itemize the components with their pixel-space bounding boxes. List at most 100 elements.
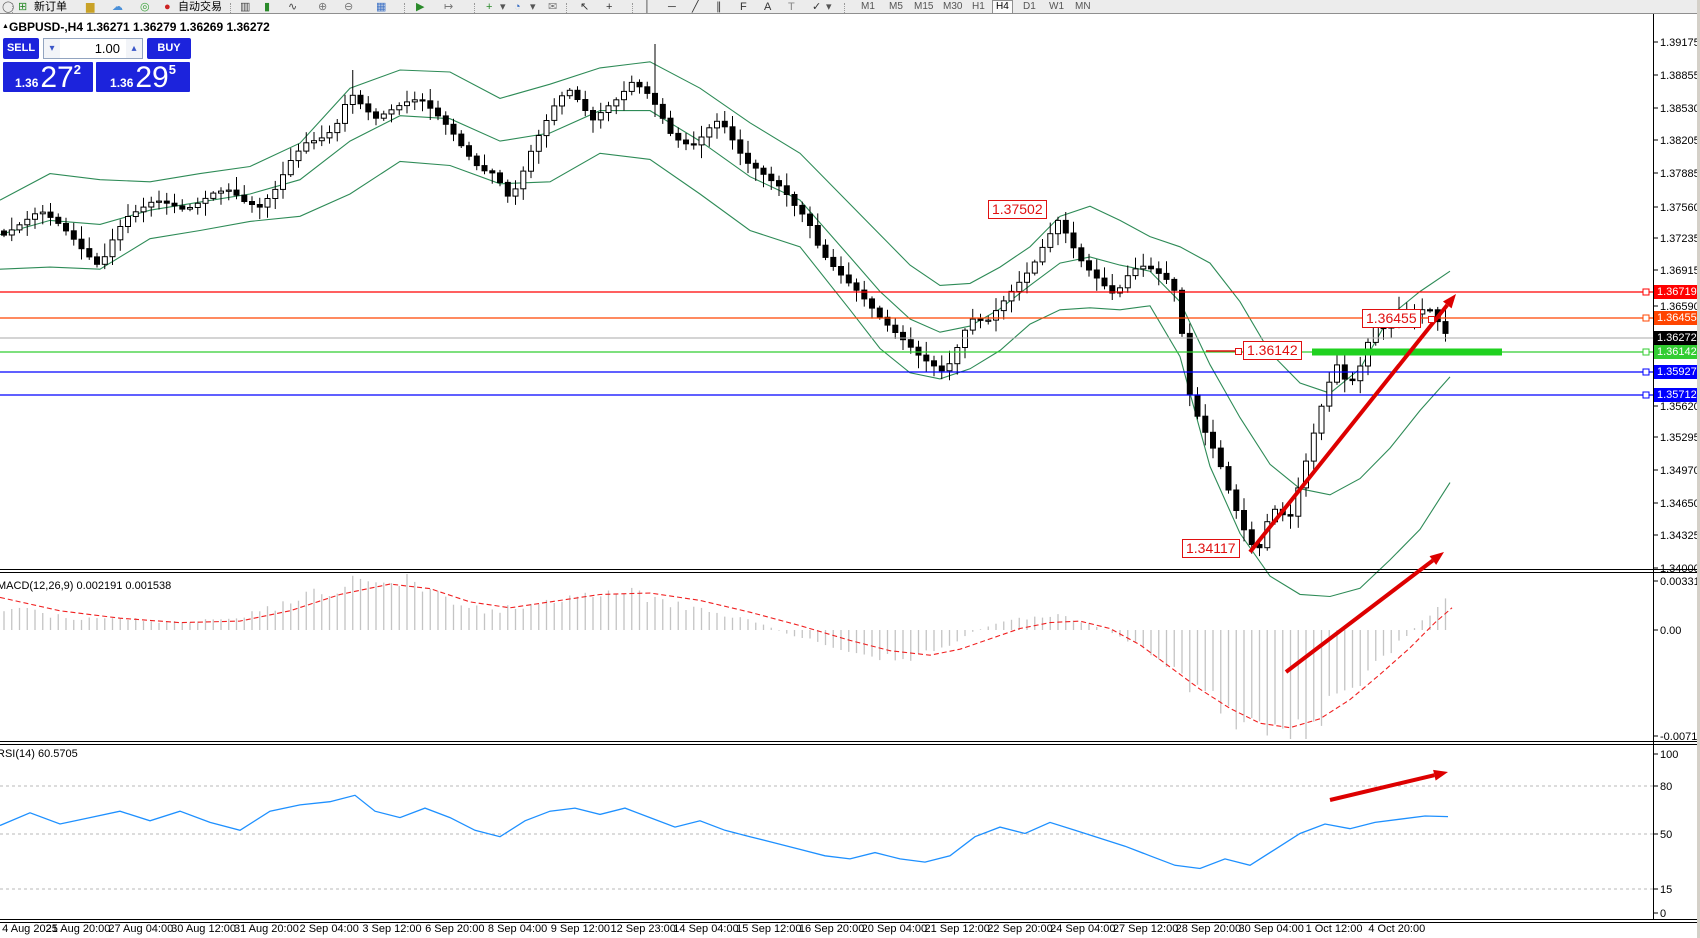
time-label: 16 Sep 20:00 [798,923,865,935]
timeframe-button-m1[interactable]: M1 [861,1,875,12]
annotation-handle[interactable] [1235,348,1242,355]
buy-price-display[interactable]: 1.36 29 5 [96,61,190,94]
buy-price-big: 29 [135,61,169,94]
timeframe-button-h1[interactable]: H1 [972,1,985,12]
svg-text:100: 100 [1660,749,1678,761]
one-click-trading-panel: SELL ▾ 1.00 ▴ BUY 1.36 27 2 1.36 29 5 [2,37,198,94]
signal-icon[interactable]: ◎ [140,1,150,13]
autotrading-button[interactable]: 自动交易 [178,1,222,13]
dropdown-arrow-icon[interactable]: ▾ [500,1,506,13]
price-tag-1.35927: 1.35927 [1654,365,1700,379]
svg-text:1.36915: 1.36915 [1660,265,1700,277]
gold-icon[interactable]: ▆ [86,1,95,13]
volume-decrease-button[interactable]: ▾ [44,39,60,58]
trendline-icon[interactable]: ╱ [692,1,699,13]
svg-text:1.34970: 1.34970 [1660,465,1700,477]
periods-icon[interactable]: ◔ [514,1,521,13]
price-annotation-1.34117[interactable]: 1.34117 [1182,539,1240,558]
buy-price-prefix: 1.36 [110,76,134,90]
time-label: 4 Oct 20:00 [1368,923,1426,935]
timeframe-button-d1[interactable]: D1 [1023,1,1036,12]
line-chart-icon[interactable]: ∿ [288,1,298,13]
price-annotation-1.36455[interactable]: 1.36455 [1362,309,1421,328]
macd-signal-line [0,583,1453,729]
chart-shift-icon[interactable]: ↦ [444,1,454,13]
trend-arrow-macd [1284,558,1435,674]
arrows-tool-icon[interactable]: ✓ [812,1,822,13]
svg-text:1.38530: 1.38530 [1660,103,1700,115]
cloud-icon[interactable]: ☁ [112,1,123,13]
text-label-icon[interactable]: T [788,1,795,13]
cursor-icon[interactable]: ↖ [580,1,590,13]
dropdown-arrow-icon[interactable]: ▾ [530,1,536,13]
rsi-label: RSI(14) 60.5705 [0,748,78,760]
volume-increase-button[interactable]: ▴ [126,39,142,58]
time-label: 25 Aug 20:00 [45,923,111,935]
dropdown-arrow-icon[interactable]: ▾ [826,1,832,13]
volume-input[interactable]: 1.00 [94,41,120,56]
autoscroll-icon[interactable]: ▶ [416,1,425,13]
svg-text:1.34000: 1.34000 [1660,563,1700,575]
price-annotation-1.36142[interactable]: 1.36142 [1243,341,1302,360]
tile-windows-icon[interactable]: ▦ [376,1,387,13]
svg-text:15: 15 [1660,884,1672,896]
support-zone-band[interactable] [1312,348,1502,356]
zoom-out-icon[interactable]: ⊖ [344,1,354,13]
svg-text:1.38205: 1.38205 [1660,135,1700,147]
time-label: 1 Oct 12:00 [1305,923,1363,935]
macd-histogram [3,574,1447,739]
svg-text:50: 50 [1660,829,1672,841]
trend-arrow-rsi [1329,773,1435,802]
candlesticks [1,44,1449,557]
trend-arrows[interactable] [1248,294,1456,802]
timeframe-button-w1[interactable]: W1 [1049,1,1064,12]
vertical-line-icon[interactable]: │ [644,1,651,13]
horizontal-line-icon[interactable]: ─ [668,1,676,13]
trend-arrow-rsi-head [1433,769,1448,781]
search-icon[interactable]: ◯ [2,1,15,13]
time-label: 31 Aug 20:00 [233,923,299,935]
zoom-in-icon[interactable]: ⊕ [318,1,328,13]
indicators-icon[interactable]: + [486,1,493,13]
fibonacci-icon[interactable]: F [740,1,747,13]
timeframe-button-m5[interactable]: M5 [889,1,903,12]
time-label: 27 Aug 04:00 [108,923,174,935]
sell-price-prefix: 1.36 [15,76,39,90]
buy-button[interactable]: BUY [147,38,191,59]
toolbar-separator [230,3,232,13]
price-annotation-1.37502[interactable]: 1.37502 [988,200,1047,219]
mail-icon[interactable]: ✉ [548,1,558,13]
time-label: 24 Sep 04:00 [1050,923,1116,935]
new-order-button[interactable]: 新订单 [34,1,67,13]
timeframe-button-mn[interactable]: MN [1075,1,1091,12]
autotrading-icon[interactable]: ● [164,1,171,13]
bar-chart-icon[interactable]: ▥ [240,1,251,13]
chart-icon: ▲ [2,23,9,30]
price-axis[interactable]: 1.39175 1.38855 1.38530 1.38205 1.37885 1.375… [0,13,1700,923]
time-axis[interactable]: 4 Aug 2021 25 Aug 20:00 27 Aug 04:00 30 Aug… [0,923,1700,938]
time-label: 28 Sep 20:00 [1175,923,1242,935]
new-order-icon[interactable]: ⊞ [18,1,28,13]
text-tool-icon[interactable]: A [764,1,772,13]
macd-label: MACD(12,26,9) 0.002191 0.001538 [0,580,172,592]
price-tag-1.36272: 1.36272 [1654,331,1700,345]
timeframe-button-h4[interactable]: H4 [992,0,1013,13]
rsi-line [0,794,1449,870]
timeframe-button-m30[interactable]: M30 [943,1,963,12]
price-tag-1.36455: 1.36455 [1654,311,1700,325]
crosshair-icon[interactable]: + [606,1,613,13]
annotation-handle[interactable] [1428,316,1435,323]
time-label: 8 Sep 04:00 [487,923,548,935]
time-label: 14 Sep 04:00 [673,923,739,935]
svg-text:-0.007112: -0.007112 [1660,731,1700,743]
sell-price-display[interactable]: 1.36 27 2 [3,62,93,93]
candle-chart-icon[interactable]: ▮ [264,1,271,13]
toolbar-separator [12,3,14,13]
channel-icon[interactable]: ∥ [716,1,722,13]
sell-button[interactable]: SELL [3,38,39,59]
timeframe-button-m15[interactable]: M15 [914,1,934,12]
toolbar-separator [474,3,476,13]
buy-price-sup: 5 [168,62,176,77]
